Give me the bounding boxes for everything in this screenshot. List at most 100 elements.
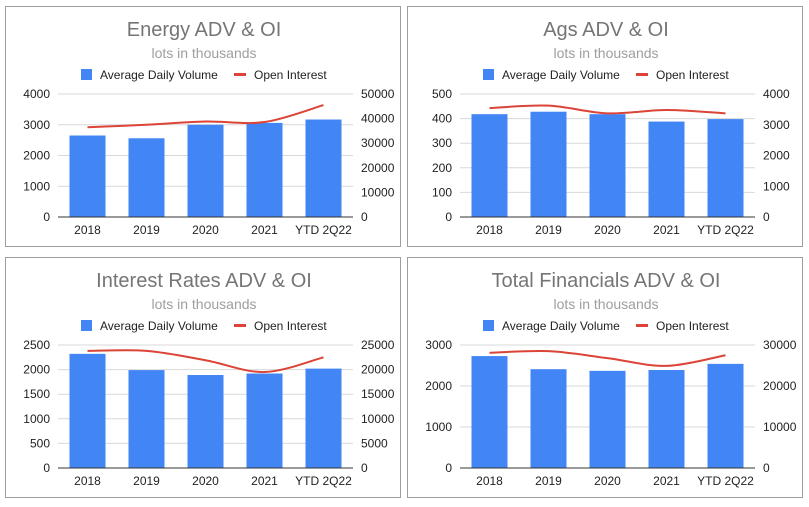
legend-bar-swatch — [483, 69, 494, 80]
x-tick-label: 2021 — [251, 474, 278, 488]
x-tick-label: 2019 — [133, 474, 160, 488]
bar-2019 — [128, 370, 165, 468]
y-left-tick-label: 100 — [432, 185, 452, 199]
y-left-tick-label: 2500 — [23, 338, 50, 352]
legend-line-label: Open Interest — [656, 319, 729, 333]
chart-subtitle: lots in thousands — [151, 45, 256, 61]
y-left-tick-label: 400 — [432, 112, 452, 126]
y-right-tick-label: 10000 — [361, 185, 395, 199]
total-financials-chart-panel: Total Financials ADV & OI lots in thousa… — [407, 257, 803, 498]
y-right-tick-label: 0 — [763, 210, 770, 224]
legend-bar-swatch — [483, 320, 494, 331]
y-left-tick-label: 3000 — [23, 118, 50, 132]
bar-ytd-2q22 — [707, 119, 744, 217]
y-right-tick-label: 2000 — [763, 149, 790, 163]
bar-2021 — [246, 122, 283, 217]
interest-rates-chart-panel: Interest Rates ADV & OI lots in thousand… — [5, 257, 401, 498]
x-tick-label: YTD 2Q22 — [697, 223, 754, 237]
chart-legend: Average Daily Volume Open Interest — [483, 68, 729, 82]
x-tick-label: 2020 — [192, 474, 219, 488]
legend-line-label: Open Interest — [254, 68, 327, 82]
chart-subtitle: lots in thousands — [553, 45, 658, 61]
bar-2020 — [589, 114, 626, 217]
y-left-tick-label: 500 — [432, 87, 452, 101]
y-left-tick-label: 0 — [43, 210, 50, 224]
bar-ytd-2q22 — [305, 368, 342, 468]
legend-line-label: Open Interest — [254, 319, 327, 333]
legend-bar-label: Average Daily Volume — [502, 319, 620, 333]
chart-legend: Average Daily Volume Open Interest — [81, 68, 327, 82]
bar-2018 — [471, 356, 508, 468]
interest-rates-chart: Interest Rates ADV & OI lots in thousand… — [23, 270, 394, 488]
open-interest-line — [87, 349, 324, 374]
x-tick-label: 2021 — [653, 474, 680, 488]
bar-ytd-2q22 — [707, 363, 744, 468]
y-right-tick-label: 20000 — [361, 161, 395, 175]
bar-2018 — [471, 114, 508, 217]
y-left-tick-label: 0 — [43, 461, 50, 475]
x-tick-label: 2019 — [535, 474, 562, 488]
y-left-tick-label: 2000 — [23, 363, 50, 377]
bar-2019 — [128, 138, 165, 217]
chart-title: Total Financials ADV & OI — [492, 270, 721, 292]
y-left-tick-label: 3000 — [425, 338, 452, 352]
chart-legend: Average Daily Volume Open Interest — [81, 319, 327, 333]
bar-2021 — [246, 373, 283, 468]
y-left-tick-label: 1000 — [425, 420, 452, 434]
y-right-tick-label: 15000 — [361, 387, 395, 401]
bar-2018 — [69, 135, 106, 217]
y-right-tick-label: 0 — [763, 461, 770, 475]
x-tick-label: 2020 — [192, 223, 219, 237]
legend-bar-label: Average Daily Volume — [100, 319, 218, 333]
plot-area: 0 100 200 300 400 500 0 1000 2000 3000 4000 2018 201… — [432, 87, 790, 237]
y-right-tick-label: 10000 — [361, 412, 395, 426]
legend-bar-swatch — [81, 320, 92, 331]
chart-title: Energy ADV & OI — [127, 19, 282, 41]
y-right-tick-label: 30000 — [361, 136, 395, 150]
energy-chart: Energy ADV & OI lots in thousands Averag… — [23, 19, 395, 237]
bar-2021 — [648, 370, 685, 468]
y-right-tick-label: 5000 — [361, 436, 388, 450]
legend-line-label: Open Interest — [656, 68, 729, 82]
y-left-tick-label: 4000 — [23, 87, 50, 101]
x-tick-label: 2020 — [594, 223, 621, 237]
bar-ytd-2q22 — [305, 119, 342, 217]
legend-bar-label: Average Daily Volume — [502, 68, 620, 82]
y-right-tick-label: 10000 — [763, 420, 797, 434]
x-tick-label: 2021 — [251, 223, 278, 237]
y-right-tick-label: 3000 — [763, 118, 790, 132]
y-right-tick-label: 0 — [361, 461, 368, 475]
x-tick-label: 2018 — [74, 474, 101, 488]
y-left-tick-label: 200 — [432, 161, 452, 175]
plot-area: 0 500 1000 1500 2000 2500 0 5000 10000 15000 20000… — [23, 338, 394, 488]
y-left-tick-label: 2000 — [23, 149, 50, 163]
chart-subtitle: lots in thousands — [151, 296, 256, 312]
total-financials-chart: Total Financials ADV & OI lots in thousa… — [425, 270, 796, 488]
open-interest-line — [489, 349, 726, 367]
bar-2020 — [589, 370, 626, 468]
y-right-tick-label: 4000 — [763, 87, 790, 101]
legend-bar-label: Average Daily Volume — [100, 68, 218, 82]
bar-2021 — [648, 121, 685, 217]
bar-2019 — [530, 369, 567, 468]
y-left-tick-label: 500 — [30, 436, 50, 450]
chart-legend: Average Daily Volume Open Interest — [483, 319, 729, 333]
y-right-tick-label: 20000 — [763, 379, 797, 393]
x-tick-label: YTD 2Q22 — [295, 223, 352, 237]
bar-2019 — [530, 111, 567, 217]
y-right-tick-label: 40000 — [361, 112, 395, 126]
y-right-tick-label: 20000 — [361, 363, 395, 377]
bar-2018 — [69, 353, 106, 468]
y-right-tick-label: 50000 — [361, 87, 395, 101]
y-left-tick-label: 0 — [445, 461, 452, 475]
y-left-tick-label: 1000 — [23, 412, 50, 426]
energy-chart-panel: Energy ADV & OI lots in thousands Averag… — [5, 6, 401, 247]
ags-chart-panel: Ags ADV & OI lots in thousands Average D… — [407, 6, 803, 247]
y-left-tick-label: 1500 — [23, 387, 50, 401]
ags-chart: Ags ADV & OI lots in thousands Average D… — [432, 19, 790, 237]
bar-2020 — [187, 124, 224, 217]
x-tick-label: 2021 — [653, 223, 680, 237]
y-right-tick-label: 30000 — [763, 338, 797, 352]
open-interest-line — [87, 104, 324, 129]
